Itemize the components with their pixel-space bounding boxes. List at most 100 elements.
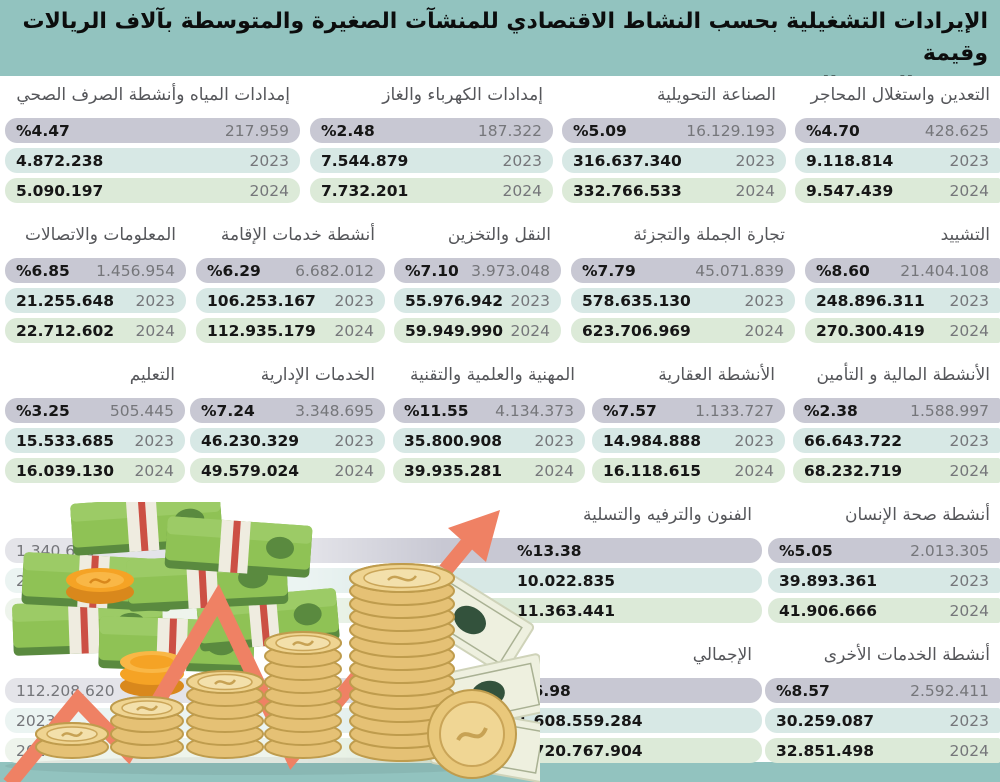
- year-label: 2024: [949, 321, 989, 340]
- revenue-value: 11.363.441: [517, 601, 616, 620]
- activity-title: المعلومات والاتصالات: [24, 225, 176, 245]
- data-panel: التعدين واستغلال المحاجر %4.70 428.625 9.…: [0, 76, 1000, 782]
- activity-title: الخدمات الإدارية: [260, 365, 375, 385]
- revenue-value: 16.039.130: [16, 461, 115, 480]
- value-2024-pill: 11.363.441 2024: [5, 598, 762, 623]
- pct-value: %4.47: [16, 121, 70, 140]
- pct-pill: %2.38 1.588.997: [793, 398, 1000, 423]
- change-value: 187.322: [477, 121, 542, 140]
- activity-title: الإجمالي: [692, 645, 752, 665]
- year-label: 2023: [949, 151, 989, 170]
- pct-pill: %6.85 1.456.954: [5, 258, 186, 283]
- revenue-value: 59.949.990: [405, 321, 504, 340]
- change-value: 1.588.997: [910, 401, 989, 420]
- activity-title: التشييد: [940, 225, 990, 245]
- block-mining-quarrying: التعدين واستغلال المحاجر %4.70 428.625 9.…: [795, 80, 1000, 208]
- year-label: 2024: [510, 321, 550, 340]
- year-label: 2024: [735, 181, 775, 200]
- year-label: 2024: [134, 461, 174, 480]
- year-label: 2024: [334, 461, 374, 480]
- block-professional-scientific: المهنية والعلمية والتقنية %11.55 4.134.37…: [393, 360, 585, 488]
- pct-value: %7.57: [603, 401, 657, 420]
- change-value: 4.134.373: [495, 401, 574, 420]
- pct-value: %7.24: [201, 401, 255, 420]
- value-2024-pill: 22.712.602 2024: [5, 318, 186, 343]
- activity-title: الفنون والترفيه والتسلية: [583, 505, 752, 525]
- revenue-value: 16.118.615: [603, 461, 702, 480]
- value-2024-pill: 5.090.197 2024: [5, 178, 300, 203]
- block-accommodation-services: أنشطة خدمات الإقامة %6.29 6.682.012 106.2…: [196, 220, 385, 348]
- revenue-value: 1.608.559.284: [517, 711, 643, 730]
- revenue-value: 7.544.879: [321, 151, 409, 170]
- value-2023-pill: 106.253.167 2023: [196, 288, 385, 313]
- year-label: 2023: [334, 431, 374, 450]
- revenue-value: 4.872.238: [16, 151, 104, 170]
- activity-title: أنشطة خدمات الإقامة: [220, 225, 375, 245]
- pct-pill: %5.09 16.129.193: [562, 118, 786, 143]
- year-label: 2023: [134, 431, 174, 450]
- change-value: 217.959: [224, 121, 289, 140]
- block-wholesale-retail: تجارة الجملة والتجزئة %7.79 45.071.839 57…: [571, 220, 795, 348]
- pct-pill: %6.98 112.208.620: [5, 678, 762, 703]
- activity-title: إمدادات الكهرباء والغاز: [382, 85, 543, 105]
- revenue-value: 39.935.281: [404, 461, 503, 480]
- pct-pill: %3.25 505.445: [5, 398, 185, 423]
- activity-title: إمدادات المياه وأنشطة الصرف الصحي: [16, 85, 290, 105]
- pct-pill: %5.05 2.013.305: [768, 538, 1000, 563]
- year-label: 2023: [16, 571, 56, 590]
- section-row-1: التعدين واستغلال المحاجر %4.70 428.625 9.…: [0, 80, 1000, 220]
- value-2023-pill: 55.976.942 2023: [394, 288, 561, 313]
- revenue-value: 32.851.498: [776, 741, 875, 760]
- change-value: 1.133.727: [695, 401, 774, 420]
- value-2023-pill: 248.896.311 2023: [805, 288, 1000, 313]
- revenue-value: 332.766.533: [573, 181, 682, 200]
- revenue-value: 46.230.329: [201, 431, 300, 450]
- value-2023-pill: 7.544.879 2023: [310, 148, 553, 173]
- change-value: 21.404.108: [900, 261, 989, 280]
- revenue-value: 623.706.969: [582, 321, 691, 340]
- activity-title: أنشطة الخدمات الأخرى: [823, 645, 990, 665]
- value-2023-pill: 10.022.835 2023: [5, 568, 762, 593]
- value-2024-pill: 49.579.024 2024: [190, 458, 385, 483]
- block-other-services: أنشطة الخدمات الأخرى %8.57 2.592.411 30.2…: [765, 640, 1000, 768]
- block-human-health: أنشطة صحة الإنسان %5.05 2.013.305 39.893.…: [768, 500, 1000, 628]
- value-2024-pill: 112.935.179 2024: [196, 318, 385, 343]
- block-manufacturing: الصناعة التحويلية %5.09 16.129.193 316.63…: [562, 80, 786, 208]
- pct-pill: %7.10 3.973.048: [394, 258, 561, 283]
- pct-value: %2.48: [321, 121, 375, 140]
- pct-pill: %4.47 217.959: [5, 118, 300, 143]
- pct-value: %5.09: [573, 121, 627, 140]
- revenue-value: 35.800.908: [404, 431, 503, 450]
- year-label: 2023: [949, 711, 989, 730]
- pct-value: %3.25: [16, 401, 70, 420]
- revenue-value: 15.533.685: [16, 431, 115, 450]
- year-label: 2024: [744, 321, 784, 340]
- pct-value: %6.85: [16, 261, 70, 280]
- revenue-value: 1.720.767.904: [517, 741, 643, 760]
- pct-pill: %4.70 428.625: [795, 118, 1000, 143]
- year-label: 2024: [734, 461, 774, 480]
- value-2024-pill: 7.732.201 2024: [310, 178, 553, 203]
- year-label: 2024: [16, 741, 56, 760]
- activity-title: التعدين واستغلال المحاجر: [810, 85, 990, 105]
- revenue-value: 55.976.942: [405, 291, 504, 310]
- activity-title: التعليم: [129, 365, 175, 385]
- change-value: 6.682.012: [295, 261, 374, 280]
- revenue-value: 112.935.179: [207, 321, 316, 340]
- change-value: 1.456.954: [96, 261, 175, 280]
- block-education: التعليم %3.25 505.445 15.533.685 2023 16.0…: [5, 360, 185, 488]
- value-2023-pill: 316.637.340 2023: [562, 148, 786, 173]
- value-2024-pill: 623.706.969 2024: [571, 318, 795, 343]
- pct-pill: %7.24 3.348.695: [190, 398, 385, 423]
- year-label: 2023: [744, 291, 784, 310]
- block-arts-entertainment: الفنون والترفيه والتسلية %13.38 1.340.606…: [5, 500, 762, 628]
- pct-value: %2.38: [804, 401, 858, 420]
- pct-value: %7.10: [405, 261, 459, 280]
- value-2023-pill: 39.893.361 2023: [768, 568, 1000, 593]
- activity-title: تجارة الجملة والتجزئة: [633, 225, 785, 245]
- activity-title: أنشطة صحة الإنسان: [845, 505, 990, 525]
- year-label: 2023: [949, 291, 989, 310]
- pct-pill: %6.29 6.682.012: [196, 258, 385, 283]
- year-label: 2023: [135, 291, 175, 310]
